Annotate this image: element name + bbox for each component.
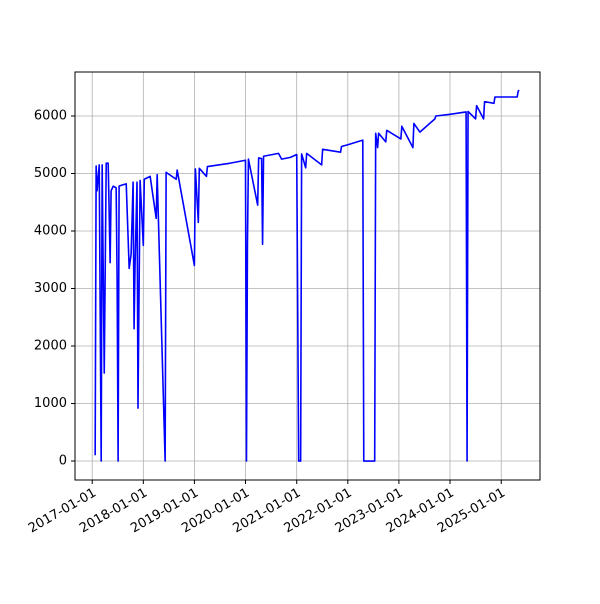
- data-line: [94, 89, 520, 462]
- y-tick-label: 5000: [34, 166, 67, 181]
- y-tick-label: 3000: [34, 281, 67, 296]
- y-tick-label: 6000: [34, 108, 67, 123]
- y-tick-label: 0: [59, 454, 67, 469]
- y-tick-label: 1000: [34, 396, 67, 411]
- plot-frame: [74, 71, 541, 481]
- y-tick-label: 2000: [34, 339, 67, 354]
- y-tick-label: 4000: [34, 224, 67, 239]
